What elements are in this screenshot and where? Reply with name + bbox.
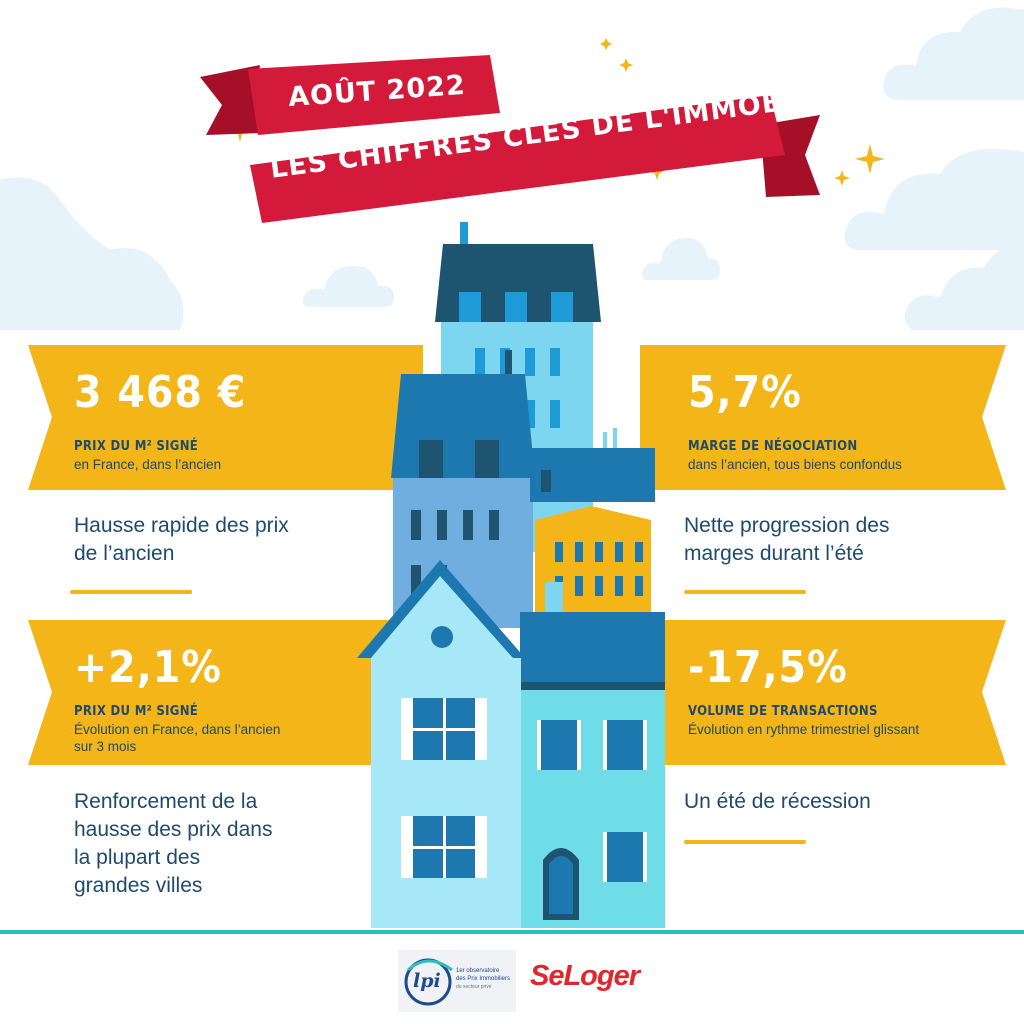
stat-band-bottom-right <box>640 620 1006 765</box>
lpi-tagline-1: 1er observatoire <box>456 968 500 974</box>
divider-bottom-right <box>684 840 806 844</box>
stat-label-price-m2: PRIX DU M² SIGNÉ <box>74 439 199 454</box>
divider-top-right <box>684 590 806 594</box>
stat-label-transaction-volume: VOLUME DE TRANSACTIONS <box>688 704 878 719</box>
headline-bottom-left-line-2: hausse des prix dans <box>74 818 273 841</box>
cloud-decoration-right-top <box>883 7 1024 100</box>
stat-sub-negotiation-margin: dans l’ancien, tous biens confondus <box>688 457 902 472</box>
cloud-decoration-right-mid <box>844 148 1024 250</box>
seloger-logo: SeLoger <box>530 960 640 992</box>
houses-illustration <box>357 222 665 928</box>
lpi-tagline-2: des Prix Immobiliers <box>456 976 511 982</box>
cloud-decoration-center-right <box>642 238 720 280</box>
headline-top-right-line-1: Nette progression des <box>684 514 890 537</box>
headline-top-right-line-2: marges durant l’été <box>684 542 864 565</box>
stat-value-price-evolution: +2,1% <box>74 642 222 693</box>
stat-sub-price-evolution-line-2: sur 3 mois <box>74 739 137 754</box>
stat-sub-price-evolution-line-1: Évolution en France, dans l’ancien <box>74 722 281 737</box>
cloud-decoration-left <box>0 177 184 330</box>
lpi-logo-mark <box>398 950 516 1012</box>
headline-bottom-left-line-3: la plupart des <box>74 846 201 869</box>
sparkle-icon <box>600 38 633 72</box>
lpi-tagline-3: du secteur privé <box>456 984 492 990</box>
headline-bottom-right-line-1: Un été de récession <box>684 790 871 813</box>
stat-label-price-evolution: PRIX DU M² SIGNÉ <box>74 704 199 719</box>
cloud-decoration-right-low <box>904 246 1024 330</box>
cloud-decoration-center <box>302 265 394 307</box>
headline-top-left-line-2: de l’ancien <box>74 542 175 565</box>
stat-value-price-m2: 3 468 € <box>74 367 247 418</box>
stat-band-top-right <box>640 345 1006 490</box>
headline-bottom-left-line-4: grandes villes <box>74 874 203 897</box>
stat-label-negotiation-margin: MARGE DE NÉGOCIATION <box>688 439 858 454</box>
stat-band-top-left <box>28 345 423 490</box>
stat-band-bottom-left <box>28 620 423 765</box>
banner-ribbon <box>200 55 820 223</box>
stat-value-transaction-volume: -17,5% <box>688 642 848 693</box>
lpi-logo: lpi 1er observatoire des Prix Immobilier… <box>398 950 516 1012</box>
stat-sub-price-m2: en France, dans l’ancien <box>74 457 222 472</box>
lpi-logo-text: lpi <box>413 970 441 992</box>
stat-value-negotiation-margin: 5,7% <box>688 367 802 418</box>
headline-bottom-left-line-1: Renforcement de la <box>74 790 258 813</box>
footer-divider <box>0 930 1024 934</box>
sparkle-icon <box>834 144 885 186</box>
headline-top-left-line-1: Hausse rapide des prix <box>74 514 289 537</box>
divider-top-left <box>70 590 192 594</box>
stat-sub-transaction-volume: Évolution en rythme trimestriel glissant <box>688 722 920 737</box>
